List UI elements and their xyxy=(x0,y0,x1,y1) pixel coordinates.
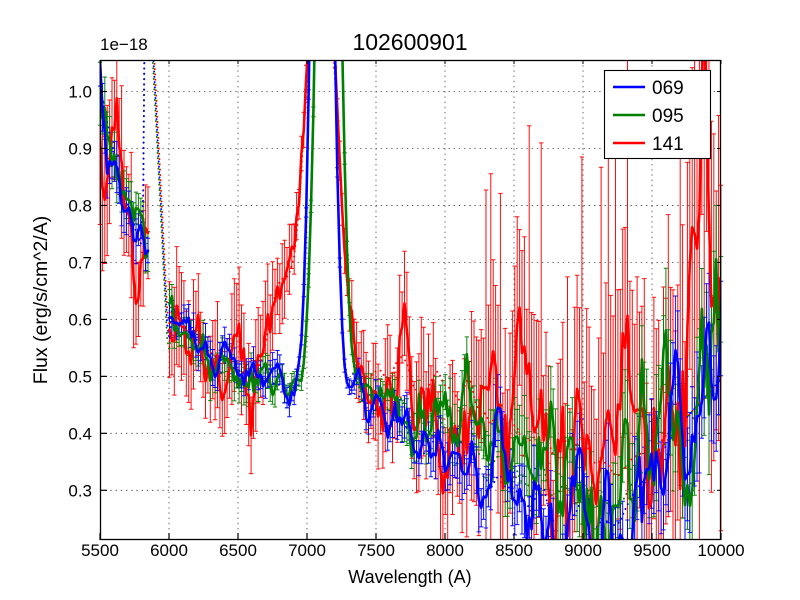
svg-text:0.9: 0.9 xyxy=(68,140,92,159)
svg-text:0.6: 0.6 xyxy=(68,310,92,329)
svg-text:0.3: 0.3 xyxy=(68,481,92,500)
svg-text:6500: 6500 xyxy=(219,541,257,560)
svg-text:Wavelength (A): Wavelength (A) xyxy=(348,567,471,587)
svg-text:7500: 7500 xyxy=(357,541,395,560)
svg-text:8500: 8500 xyxy=(495,541,533,560)
svg-text:1.0: 1.0 xyxy=(68,83,92,102)
svg-text:1e−18: 1e−18 xyxy=(100,35,148,54)
svg-text:Flux (erg/s/cm^2/A): Flux (erg/s/cm^2/A) xyxy=(30,216,52,384)
svg-text:6000: 6000 xyxy=(150,541,188,560)
svg-text:0.8: 0.8 xyxy=(68,196,92,215)
svg-text:9500: 9500 xyxy=(633,541,671,560)
svg-text:102600901: 102600901 xyxy=(352,29,467,55)
svg-text:7000: 7000 xyxy=(288,541,326,560)
svg-text:8000: 8000 xyxy=(426,541,464,560)
svg-text:10000: 10000 xyxy=(697,541,744,560)
svg-text:9000: 9000 xyxy=(564,541,602,560)
svg-text:095: 095 xyxy=(652,106,684,127)
svg-text:0.7: 0.7 xyxy=(68,253,92,272)
svg-text:0.5: 0.5 xyxy=(68,367,92,386)
svg-text:0.4: 0.4 xyxy=(68,424,92,443)
svg-text:141: 141 xyxy=(652,134,684,155)
svg-text:069: 069 xyxy=(652,78,684,99)
svg-text:5500: 5500 xyxy=(81,541,119,560)
